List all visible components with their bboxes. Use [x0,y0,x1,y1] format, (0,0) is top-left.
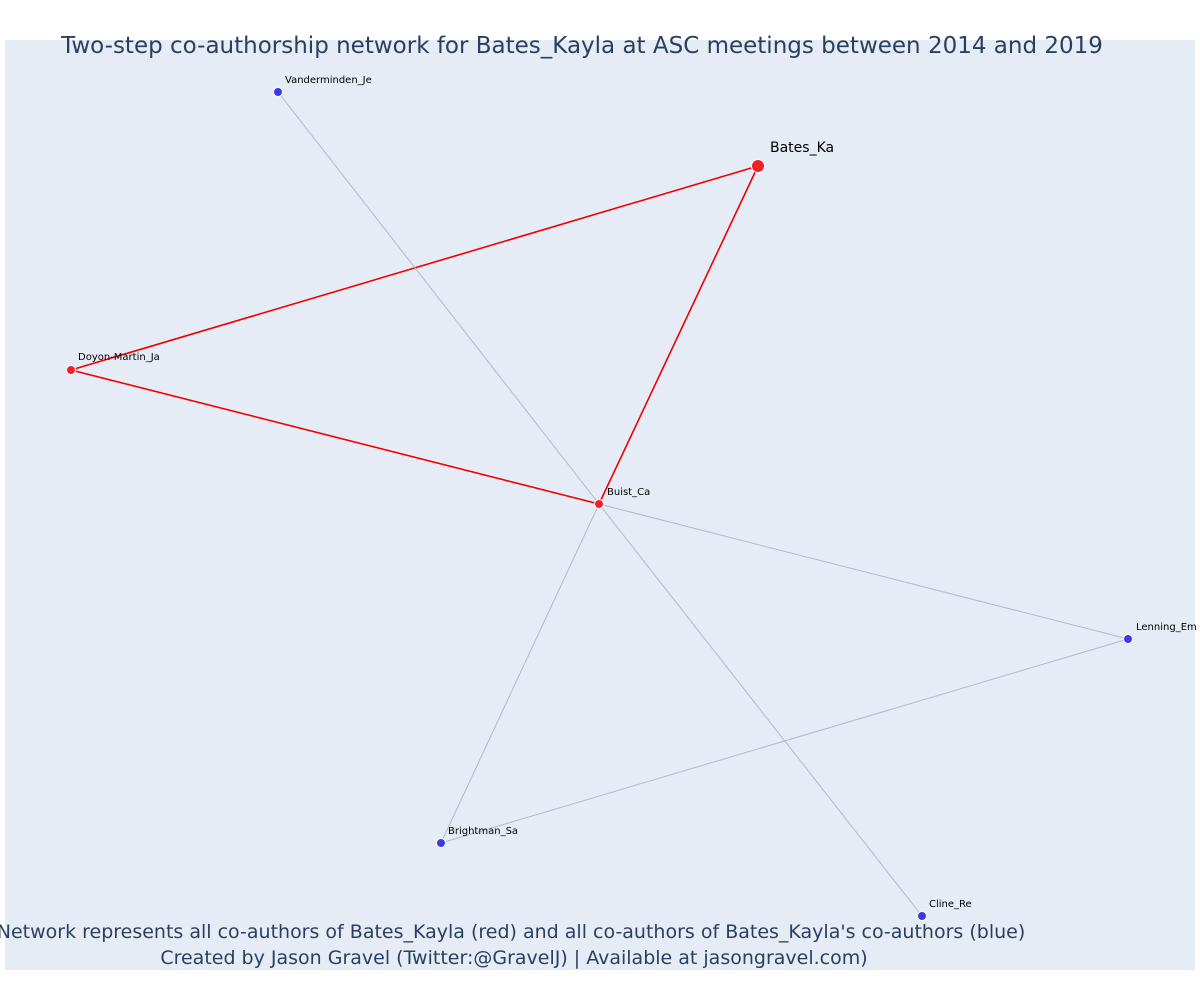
node-label-bates: Bates_Ka [770,140,834,156]
labels-layer: Bates_Ka Doyon-Martin_Ja Buist_Ca Vandermin… [78,75,1197,910]
node-vander[interactable] [273,87,283,97]
edge-buist-cline [598,503,923,917]
node-label-vander: Vanderminden_Je [285,75,372,86]
edge-vander-buist [277,91,600,505]
node-bates[interactable] [751,159,765,173]
node-lenning[interactable] [1123,634,1133,644]
edge-buist-lenning [598,503,1129,640]
node-label-brightman: Brightman_Sa [448,826,518,837]
edges-layer [70,91,1129,917]
footer-line-2: Created by Jason Gravel (Twitter:@Gravel… [160,947,867,969]
node-label-buist: Buist_Ca [607,487,650,498]
figure-title: Two-step co-authorship network for Bates… [60,33,1103,59]
node-buist[interactable] [594,499,604,509]
node-cline[interactable] [917,911,927,921]
node-doyon[interactable] [66,365,76,375]
node-label-cline: Cline_Re [929,899,972,910]
edge-brightman-lenning [440,638,1129,844]
nodes-layer [66,87,1133,921]
footer-line-1: Network represents all co-authors of Bat… [0,921,1025,943]
edge-doyon-buist [70,369,600,505]
edge-bates-buist [598,165,759,505]
edge-buist-brightman [440,503,600,844]
node-label-doyon: Doyon-Martin_Ja [78,352,160,363]
node-label-lenning: Lenning_Em [1136,622,1197,633]
node-brightman[interactable] [436,838,446,848]
